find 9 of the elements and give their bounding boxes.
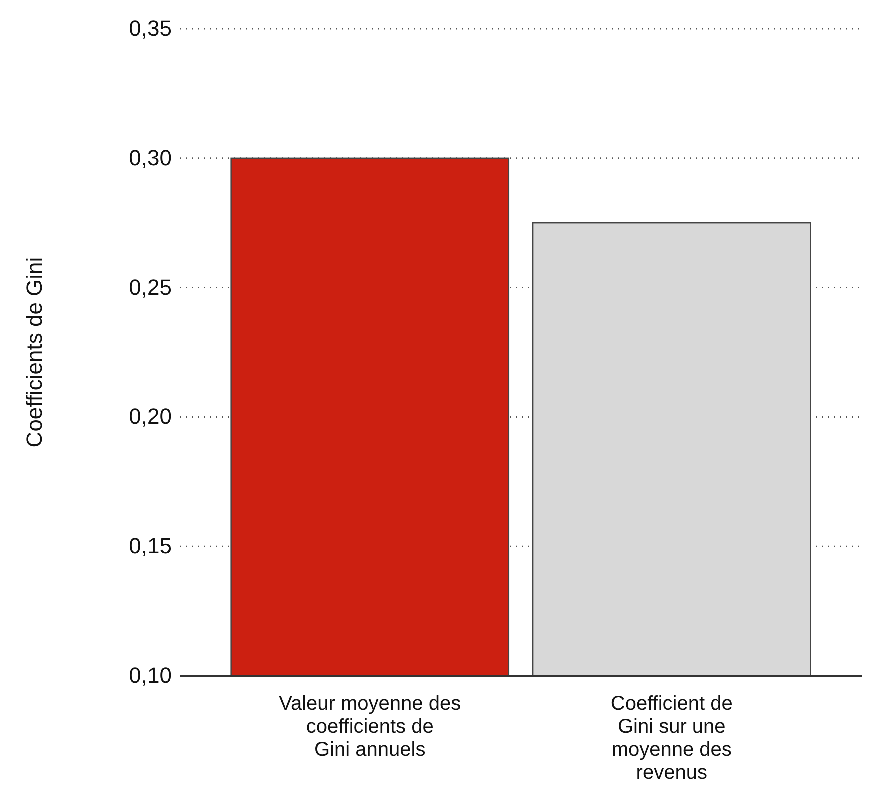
y-tick-label: 0,25 <box>129 274 172 300</box>
y-tick-label: 0,10 <box>129 663 172 688</box>
y-tick-label: 0,35 <box>129 16 172 42</box>
x-tick-label: Coefficient de Gini sur une moyenne des revenus <box>610 693 733 784</box>
y-tick-label: 0,20 <box>129 404 172 430</box>
y-tick-label: 0,30 <box>129 145 172 170</box>
x-tick-label: Valeur moyenne des coefficients de Gini annuels <box>279 693 462 761</box>
y-axis-title: Coefficients de Gini <box>22 257 47 448</box>
y-tick-label: 0,15 <box>129 534 172 559</box>
